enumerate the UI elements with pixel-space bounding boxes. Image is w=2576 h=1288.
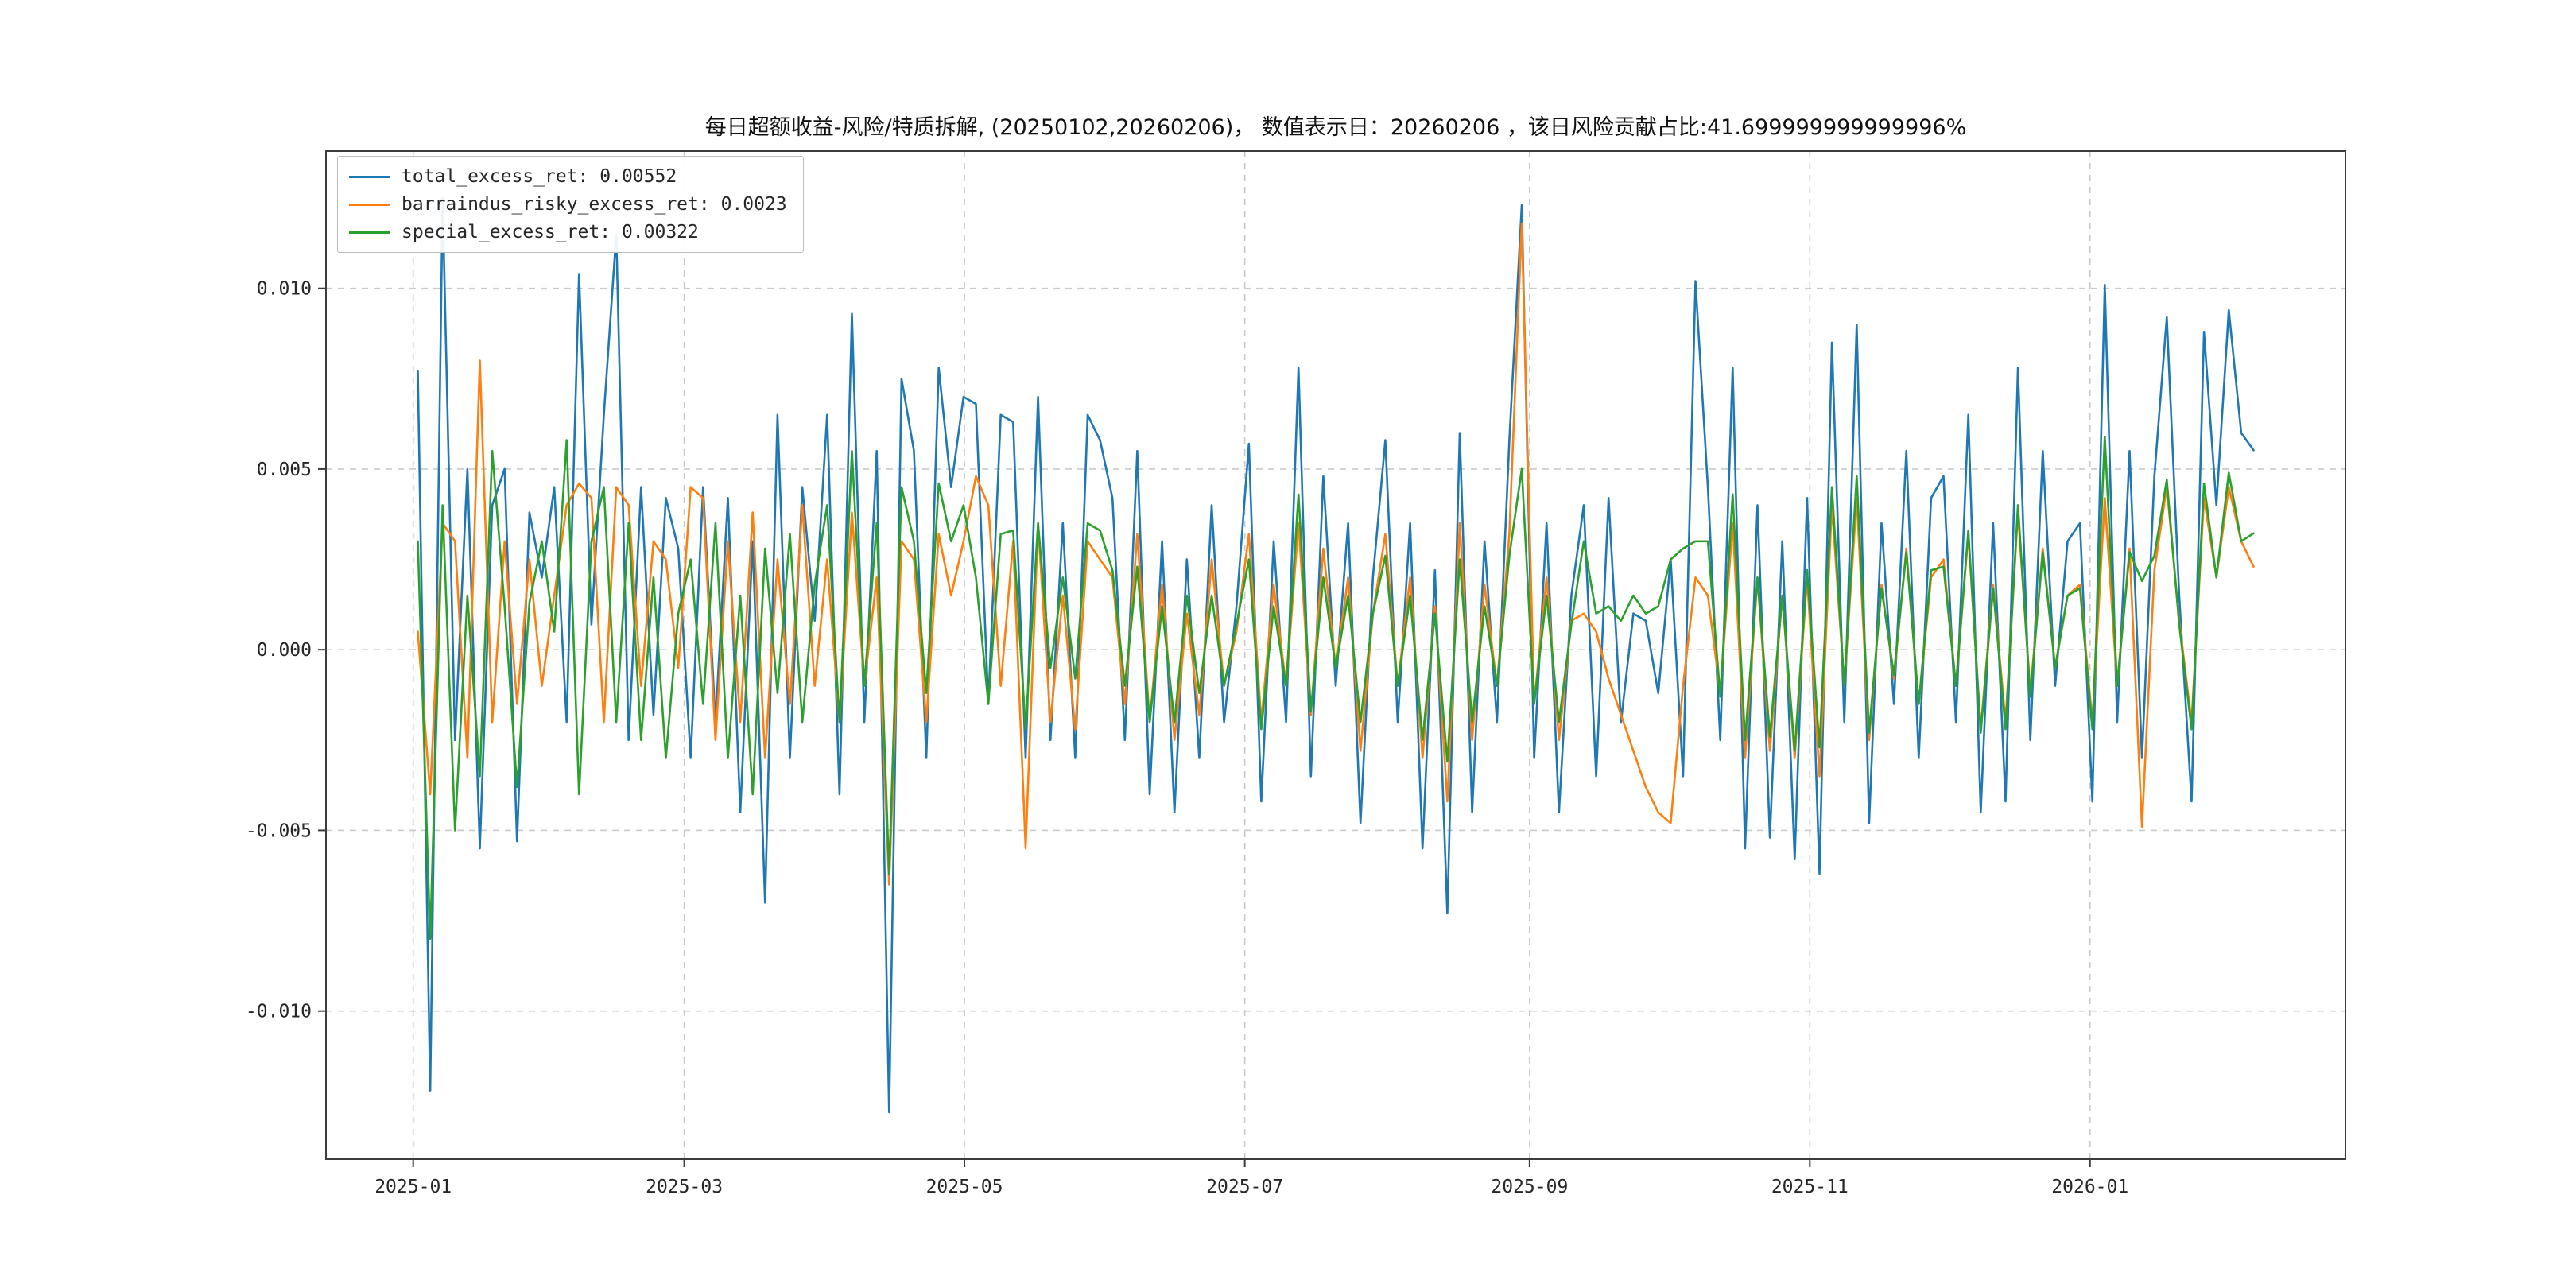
legend-label-special-excess-ret: special_excess_ret: 0.00322 xyxy=(402,222,699,242)
legend-label-barraindus-risky-excess-ret: barraindus_risky_excess_ret: 0.0023 xyxy=(402,194,787,215)
legend-swatch-barraindus-risky-excess-ret xyxy=(349,203,390,206)
legend-entry: total_excess_ret: 0.00552 xyxy=(349,166,787,187)
x-axis-tick-label: 2025-11 xyxy=(1771,1177,1849,1197)
x-axis-tick-label: 2026-01 xyxy=(2051,1177,2128,1197)
legend-swatch-total-excess-ret xyxy=(349,175,390,178)
y-axis-tick-label: 0.010 xyxy=(257,279,312,300)
y-axis-tick-label: -0.010 xyxy=(246,1002,312,1022)
series-line-special_excess_ret xyxy=(417,435,2255,941)
series-line-total_excess_ret xyxy=(417,196,2255,1114)
series-line-barraindus_risky_excess_ret xyxy=(417,222,2255,886)
x-axis-tick-label: 2025-03 xyxy=(646,1177,723,1197)
y-axis-tick-label: 0.005 xyxy=(257,460,312,480)
legend: total_excess_ret: 0.00552 barraindus_ris… xyxy=(337,156,804,253)
x-axis-tick-label: 2025-01 xyxy=(374,1177,452,1197)
chart-title: 每日超额收益-风险/特质拆解, (20250102,20260206)， 数值表… xyxy=(704,115,1967,140)
plot-frame xyxy=(325,150,2346,1160)
legend-entry: special_excess_ret: 0.00322 xyxy=(349,222,787,242)
y-axis-tick-label: 0.000 xyxy=(257,640,312,661)
y-axis-tick-label: -0.005 xyxy=(246,821,312,841)
x-axis-tick-label: 2025-05 xyxy=(926,1177,1003,1197)
legend-entry: barraindus_risky_excess_ret: 0.0023 xyxy=(349,194,787,215)
legend-swatch-special-excess-ret xyxy=(349,231,390,234)
legend-label-total-excess-ret: total_excess_ret: 0.00552 xyxy=(402,166,677,187)
x-axis-tick-label: 2025-07 xyxy=(1206,1177,1283,1197)
x-axis-tick-label: 2025-09 xyxy=(1491,1177,1568,1197)
